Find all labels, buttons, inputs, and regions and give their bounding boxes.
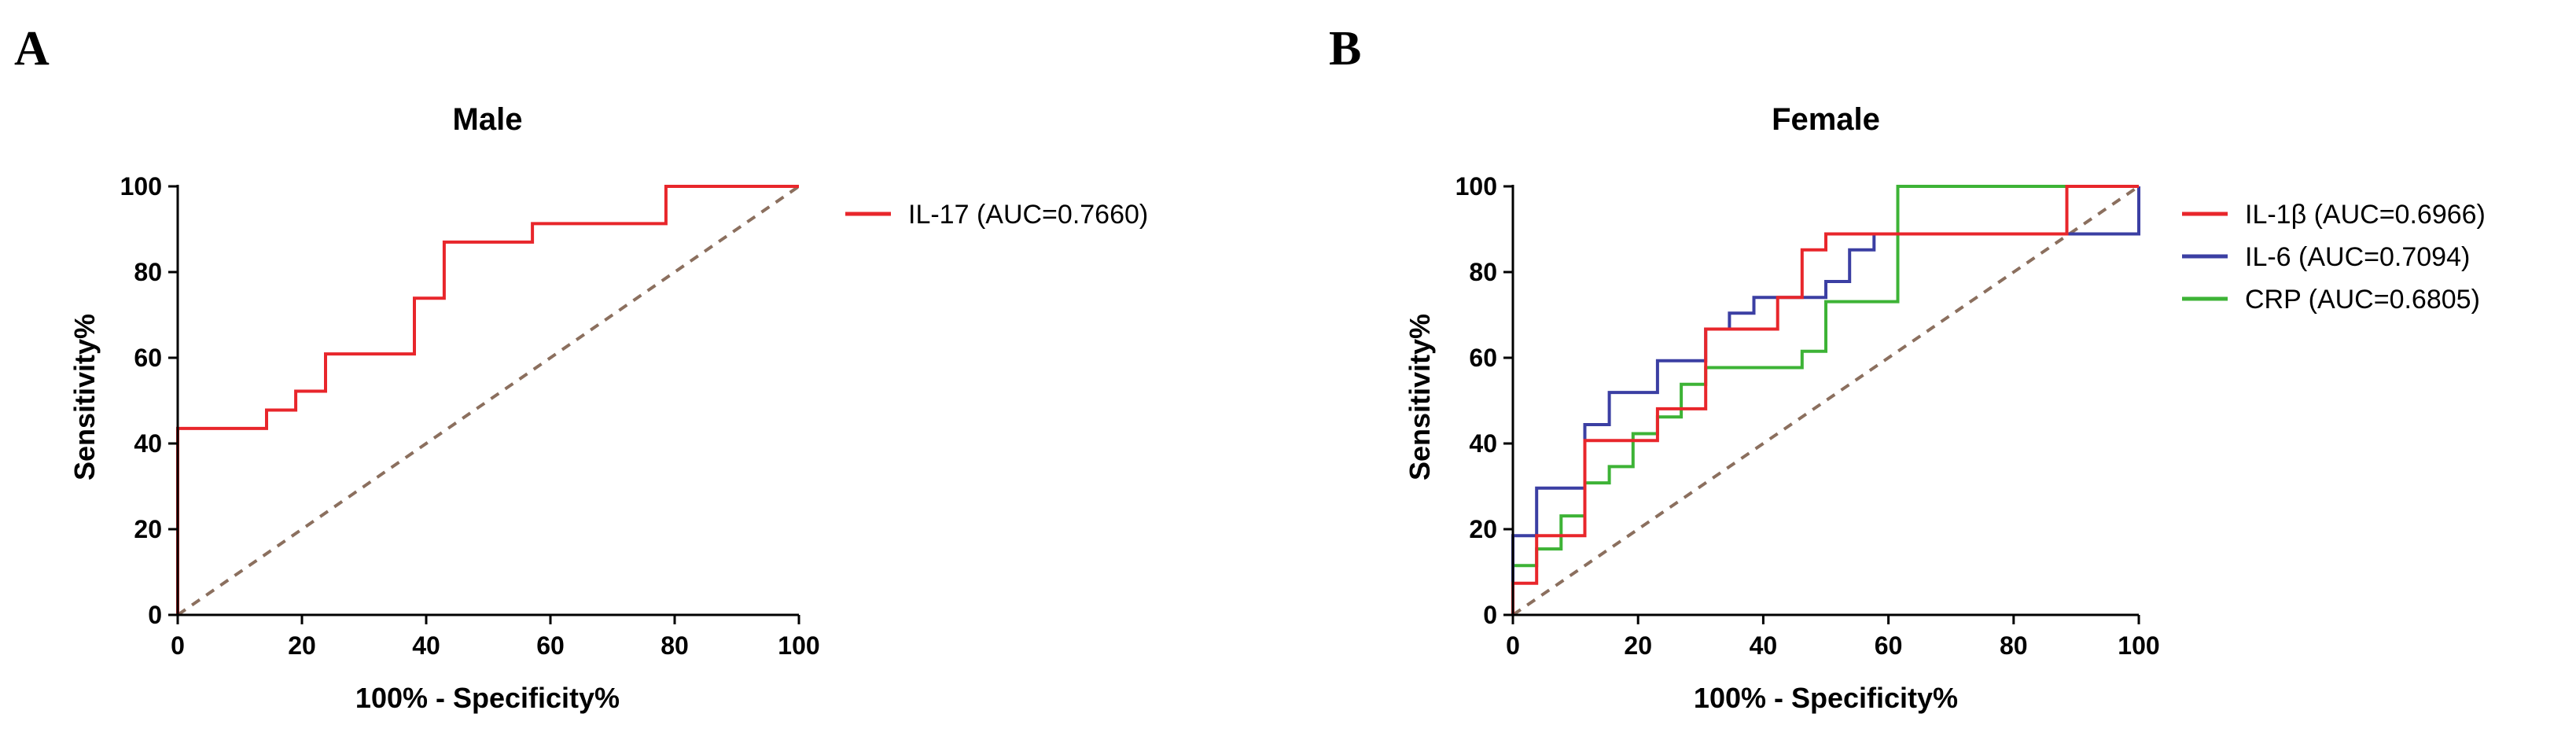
reference-diagonal-line <box>1511 185 2140 616</box>
x-tick-label: 40 <box>1750 631 1778 660</box>
roc-curve-il-1 <box>1511 185 2139 615</box>
x-tick-label: 0 <box>171 631 185 660</box>
y-tick-label: 100 <box>120 172 162 201</box>
y-axis-label: Sensitivity% <box>1404 314 1436 480</box>
chart-title-female: Female <box>1772 102 1880 137</box>
panel-letter-a: A <box>14 22 50 75</box>
y-tick-label: 60 <box>1469 344 1497 372</box>
legend-label: IL-17 (AUC=0.7660) <box>908 200 1148 230</box>
legend-label: IL-1β (AUC=0.6966) <box>2245 200 2486 230</box>
y-tick-label: 20 <box>1469 515 1497 543</box>
y-tick-label: 100 <box>1455 172 1497 201</box>
y-tick-label: 20 <box>134 515 162 543</box>
x-axis-label: 100% - Specificity% <box>1694 682 1958 714</box>
legend-label: IL-6 (AUC=0.7094) <box>2245 242 2470 272</box>
y-tick-label: 0 <box>1483 601 1497 629</box>
y-tick-label: 80 <box>1469 258 1497 286</box>
y-tick-label: 40 <box>1469 429 1497 458</box>
y-tick-label: 40 <box>134 429 162 458</box>
x-tick-label: 100 <box>2118 631 2159 660</box>
x-tick-label: 20 <box>1624 631 1652 660</box>
roc-curve-il-17 <box>176 185 799 615</box>
reference-diagonal-line <box>176 185 800 616</box>
x-tick-label: 20 <box>288 631 316 660</box>
y-tick-label: 60 <box>134 344 162 372</box>
x-axis-label: 100% - Specificity% <box>355 682 620 714</box>
x-tick-label: 80 <box>661 631 689 660</box>
chart-title-male: Male <box>453 102 523 137</box>
panel-letter-b: B <box>1329 22 1361 75</box>
x-tick-label: 100 <box>778 631 819 660</box>
x-tick-label: 60 <box>1875 631 1903 660</box>
x-tick-label: 40 <box>412 631 440 660</box>
y-axis-label: Sensitivity% <box>68 314 101 480</box>
y-tick-label: 80 <box>134 258 162 286</box>
x-tick-label: 80 <box>2000 631 2028 660</box>
panel-a: A Male 0 20 40 60 80 100 0 20 40 60 80 100 100% - S… <box>14 22 1148 714</box>
x-tick-label: 60 <box>536 631 565 660</box>
panel-b: B Female 0 20 40 60 80 100 0 20 40 60 80 100 100% -… <box>1329 22 2486 714</box>
y-tick-label: 0 <box>148 601 162 629</box>
x-tick-label: 0 <box>1506 631 1520 660</box>
legend-label: CRP (AUC=0.6805) <box>2245 285 2480 315</box>
